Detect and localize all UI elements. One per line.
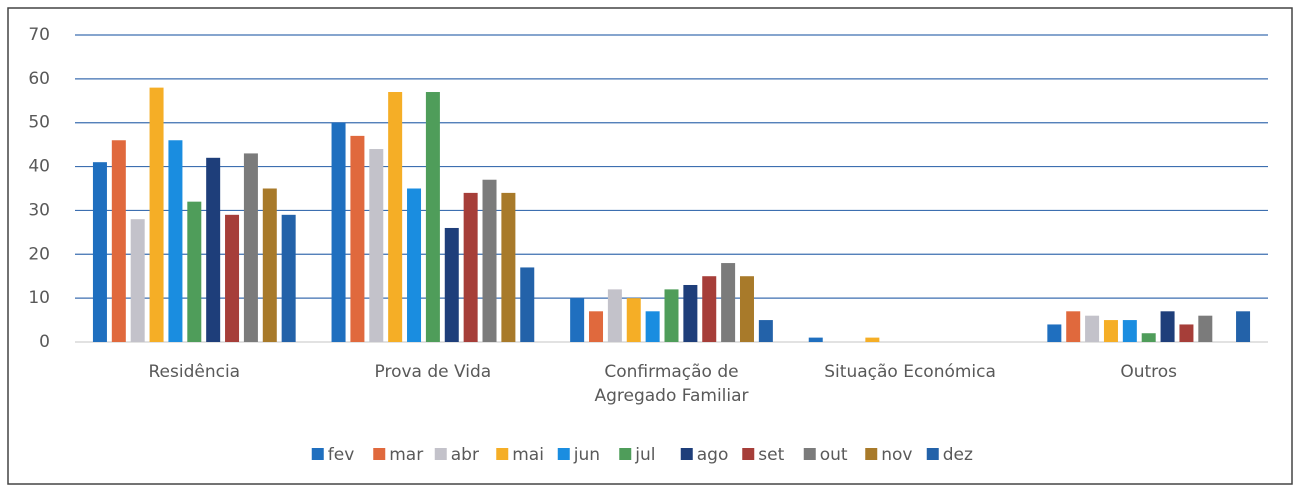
- bar: [1047, 324, 1062, 342]
- legend-label: mar: [389, 445, 423, 465]
- bar: [721, 263, 736, 342]
- y-tick-label: 70: [28, 25, 50, 45]
- bar: [607, 289, 622, 342]
- legend-swatch: [680, 448, 693, 460]
- bar: [388, 92, 403, 342]
- y-tick-label: 0: [39, 332, 50, 352]
- legend-label: jul: [634, 445, 655, 465]
- bar: [1085, 315, 1100, 342]
- bar: [570, 298, 585, 342]
- legend-swatch: [803, 448, 816, 460]
- bar: [865, 337, 880, 342]
- y-tick-label: 60: [28, 69, 50, 89]
- bar: [168, 140, 183, 342]
- bar: [407, 188, 422, 342]
- bar: [482, 179, 497, 342]
- legend-label: mai: [512, 445, 544, 465]
- bar: [1103, 320, 1118, 342]
- legend-label: out: [820, 445, 848, 465]
- y-tick-label: 20: [28, 244, 50, 264]
- bar: [1179, 324, 1194, 342]
- bar: [758, 320, 773, 342]
- bar: [225, 214, 240, 342]
- x-tick-label: Residência: [148, 362, 241, 382]
- bar: [589, 311, 604, 342]
- bar: [262, 188, 277, 342]
- bar: [281, 214, 296, 342]
- bar: [111, 140, 126, 342]
- bar: [425, 92, 440, 342]
- legend-label: jun: [573, 445, 600, 465]
- bar: [92, 162, 107, 342]
- x-tick-label: Situação Económica: [824, 362, 996, 382]
- legend-swatch: [557, 448, 570, 460]
- bar: [739, 276, 754, 342]
- legend-swatch: [742, 448, 755, 460]
- legend-swatch: [311, 448, 324, 460]
- x-tick-label: Confirmação de Agregado Familiar: [594, 362, 749, 406]
- bar: [520, 267, 535, 342]
- y-tick-label: 10: [28, 288, 50, 308]
- bar: [187, 201, 202, 342]
- bar: [683, 284, 698, 342]
- y-tick-label: 50: [28, 113, 50, 133]
- legend-swatch: [926, 448, 939, 460]
- legend-swatch: [619, 448, 632, 460]
- bar: [1066, 311, 1081, 342]
- x-tick-label: Outros: [1120, 362, 1178, 382]
- bar: [1236, 311, 1251, 342]
- legend-swatch: [865, 448, 878, 460]
- legend-label: nov: [881, 445, 912, 465]
- bar: [444, 227, 459, 342]
- bar: [1198, 315, 1213, 342]
- legend-label: dez: [943, 445, 973, 465]
- legend-swatch: [496, 448, 509, 460]
- y-tick-label: 30: [28, 200, 50, 220]
- legend-label: abr: [451, 445, 479, 465]
- bar: [243, 153, 258, 342]
- legend-swatch: [373, 448, 386, 460]
- bar: [808, 337, 823, 342]
- bar: [149, 87, 164, 342]
- bar: [645, 311, 660, 342]
- legend-swatch: [434, 448, 447, 460]
- legend-label: ago: [697, 445, 729, 465]
- x-tick-label: Prova de Vida: [374, 362, 492, 382]
- bar: [350, 135, 365, 342]
- y-tick-label: 40: [28, 157, 50, 177]
- bar: [664, 289, 679, 342]
- legend-label: fev: [328, 445, 355, 465]
- bar: [206, 157, 221, 342]
- bar: [702, 276, 717, 342]
- bar: [626, 298, 641, 342]
- bar: [1141, 333, 1156, 342]
- bar: [501, 192, 516, 342]
- bar: [130, 219, 145, 342]
- legend-label: set: [758, 445, 784, 465]
- frame: [7, 7, 1293, 485]
- bar: [1122, 320, 1137, 342]
- bar: [331, 122, 346, 342]
- bar: [1160, 311, 1175, 342]
- bar: [463, 192, 478, 342]
- bar: [369, 149, 384, 342]
